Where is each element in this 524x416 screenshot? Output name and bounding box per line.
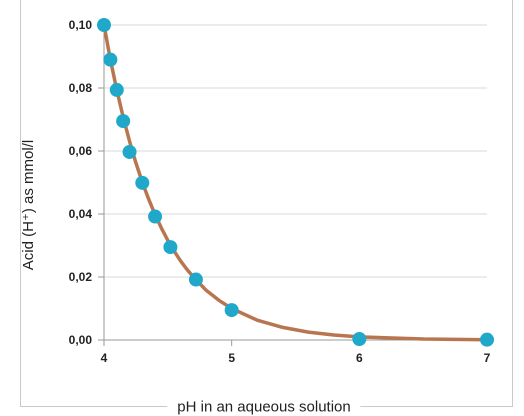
series-line-0 bbox=[102, 23, 489, 342]
y-tick-label-0: 0,00 bbox=[69, 333, 93, 347]
series-points bbox=[97, 18, 494, 347]
data-point-0-3 bbox=[116, 114, 131, 129]
y-tick-label-5: 0,10 bbox=[69, 18, 93, 32]
data-point-0-2 bbox=[109, 82, 124, 97]
y-tick-label-1: 0,02 bbox=[69, 270, 93, 284]
series-lines bbox=[102, 23, 489, 342]
data-point-0-7 bbox=[163, 240, 178, 255]
data-point-0-9 bbox=[224, 303, 239, 318]
data-point-0-1 bbox=[103, 52, 118, 67]
data-point-0-8 bbox=[188, 272, 203, 287]
y-tick-label-4: 0,08 bbox=[69, 81, 93, 95]
data-point-0-6 bbox=[148, 209, 163, 224]
y-tick-label-3: 0,06 bbox=[69, 144, 93, 158]
data-point-0-5 bbox=[135, 175, 150, 190]
grid-lines bbox=[104, 24, 487, 278]
x-tick-label-0: 4 bbox=[101, 351, 108, 365]
x-tick-label-1: 5 bbox=[228, 351, 235, 365]
y-tick-labels: 0,00 0,02 0,04 0,06 0,08 0,10 bbox=[69, 18, 93, 347]
data-point-0-0 bbox=[97, 18, 111, 32]
frame-left bbox=[20, 0, 21, 406]
frame-right bbox=[512, 0, 513, 406]
data-point-0-10 bbox=[352, 332, 367, 347]
x-axis-label: pH in an aqueous solution bbox=[167, 398, 361, 416]
x-tick-label-3: 7 bbox=[484, 351, 491, 365]
data-point-0-4 bbox=[122, 144, 137, 159]
x-tick-label-2: 6 bbox=[356, 351, 363, 365]
axes bbox=[98, 24, 488, 346]
y-axis-label: Acid (H⁺) as mmol/l bbox=[20, 139, 37, 271]
y-tick-label-2: 0,04 bbox=[69, 207, 93, 221]
x-tick-labels: 4 5 6 7 bbox=[101, 351, 491, 365]
data-point-0-11 bbox=[480, 332, 494, 347]
